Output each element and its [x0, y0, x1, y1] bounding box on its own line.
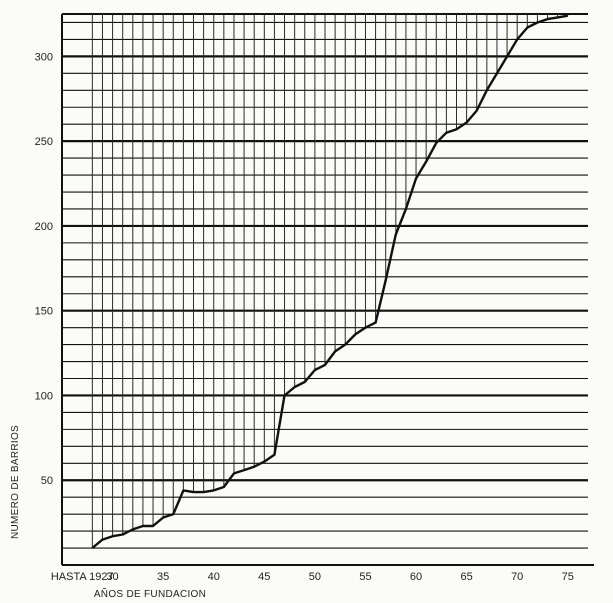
x-tick-label: 70	[511, 571, 523, 583]
x-axis-title: AÑOS DE FUNDACION	[94, 587, 206, 600]
y-tick-label: 300	[35, 51, 53, 63]
y-tick-label: 250	[35, 136, 53, 148]
x-tick-label: 30	[106, 571, 118, 583]
x-tick-label: 35	[157, 571, 169, 583]
y-tick-label: 200	[35, 221, 53, 233]
y-axis-title: NUMERO DE BARRIOS	[10, 425, 21, 539]
y-tick-label: 150	[35, 306, 53, 318]
vertical-stripes	[91, 14, 569, 549]
chart-frame	[61, 13, 594, 566]
x-tick-label: 40	[208, 571, 220, 583]
cumulative-curve	[91, 14, 568, 549]
y-tick-labels: 50 100 150 200 250 300	[35, 51, 53, 487]
x-tick-label: 65	[460, 571, 472, 583]
x-tick-label: 60	[410, 571, 422, 583]
x-tick-label: 50	[309, 571, 321, 583]
x-tick-label: 75	[562, 571, 574, 583]
y-tick-label: 50	[41, 475, 53, 487]
x-tick-label: 55	[359, 571, 371, 583]
y-tick-label: 100	[35, 390, 53, 402]
x-tick-label: HASTA 1927	[51, 571, 114, 583]
x-tick-label: 45	[258, 571, 270, 583]
